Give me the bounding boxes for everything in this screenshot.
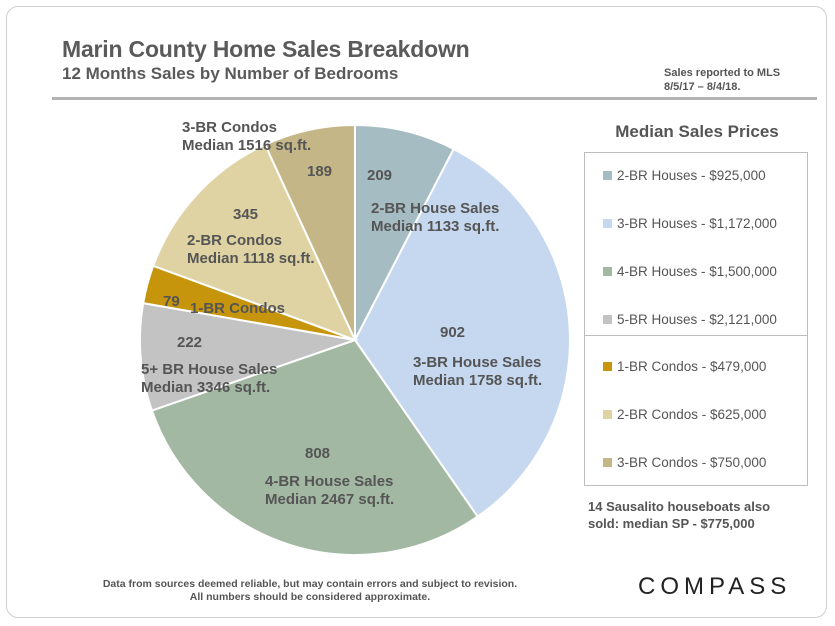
legend-item-5br-houses: 5-BR Houses - $2,121,000	[603, 312, 777, 327]
slice-name-label-5: 2-BR Condos	[187, 232, 282, 249]
pie-slice-2	[150, 338, 480, 556]
chart-subtitle: 12 Months Sales by Number of Bedrooms	[62, 64, 399, 83]
legend-swatch	[603, 267, 612, 276]
legend-label: 2-BR Houses - $925,000	[617, 168, 766, 183]
legend-item-2br-houses: 2-BR Houses - $925,000	[603, 168, 766, 183]
header-divider	[52, 97, 817, 100]
houseboat-note-line2: sold: median SP - $775,000	[588, 516, 755, 531]
legend: 2-BR Houses - $925,000 3-BR Houses - $1,…	[584, 152, 808, 486]
slice-name-label-6: 3-BR Condos	[182, 119, 277, 136]
legend-swatch	[603, 362, 612, 371]
houseboat-note: 14 Sausalito houseboats also sold: media…	[588, 498, 786, 532]
houseboat-note-line1: 14 Sausalito houseboats also	[588, 499, 771, 514]
pie-slice-5	[151, 143, 357, 342]
slice-name-label-2: 4-BR House Sales	[265, 473, 393, 490]
slice-value-label-4: 79	[163, 293, 180, 310]
slice-value-label-6: 189	[307, 163, 332, 180]
legend-item-1br-condos: 1-BR Condos - $479,000	[603, 359, 766, 374]
disclaimer-line1: Data from sources deemed reliable, but m…	[102, 578, 518, 590]
slice-name-label-3: Median 3346 sq.ft.	[141, 379, 270, 396]
legend-item-3br-condos: 3-BR Condos - $750,000	[603, 455, 766, 470]
legend-label: 3-BR Condos - $750,000	[617, 455, 767, 470]
legend-divider	[585, 335, 807, 336]
slice-name-label-0: 2-BR House Sales	[371, 200, 499, 217]
slice-name-label-5: Median 1118 sq.ft.	[187, 250, 315, 267]
chart-title: Marin County Home Sales Breakdown	[62, 36, 470, 62]
slice-name-label-0: Median 1133 sq.ft.	[371, 218, 499, 235]
legend-swatch	[603, 315, 612, 324]
pie-slice-3	[139, 301, 359, 412]
slice-name-label-4: 1-BR Condos	[190, 300, 285, 317]
slice-value-label-5: 345	[233, 206, 258, 223]
compass-logo: COMPASS	[638, 573, 792, 600]
slice-name-label-6: Median 1516 sq.ft.	[182, 137, 311, 154]
disclaimer: Data from sources deemed reliable, but m…	[60, 578, 560, 604]
slice-name-label-1: Median 1758 sq.ft.	[413, 372, 542, 389]
slice-value-label-3: 222	[177, 334, 202, 351]
legend-label: 1-BR Condos - $479,000	[617, 359, 767, 374]
slice-value-label-1: 902	[440, 324, 465, 341]
source-note: Sales reported to MLS 8/5/17 – 8/4/18.	[664, 66, 814, 94]
slice-value-label-0: 209	[367, 167, 392, 184]
legend-swatch	[603, 219, 612, 228]
pie-slice-0	[354, 123, 456, 341]
legend-swatch	[603, 410, 612, 419]
source-note-line2: 8/5/17 – 8/4/18.	[664, 81, 741, 93]
legend-item-2br-condos: 2-BR Condos - $625,000	[603, 407, 766, 422]
legend-item-3br-houses: 3-BR Houses - $1,172,000	[603, 216, 777, 231]
slice-name-label-3: 5+ BR House Sales	[141, 361, 277, 378]
legend-title: Median Sales Prices	[615, 122, 779, 141]
slice-value-label-2: 808	[305, 445, 330, 462]
legend-label: 3-BR Houses - $1,172,000	[617, 216, 777, 231]
pie-slice-6	[263, 123, 356, 341]
pie-slice-1	[353, 147, 571, 519]
source-note-line1: Sales reported to MLS	[664, 67, 781, 79]
disclaimer-line2: All numbers should be considered approxi…	[189, 591, 431, 603]
legend-swatch	[603, 458, 612, 467]
slice-name-label-2: Median 2467 sq.ft.	[265, 491, 394, 508]
slice-name-label-1: 3-BR House Sales	[413, 354, 541, 371]
legend-item-4br-houses: 4-BR Houses - $1,500,000	[603, 264, 777, 279]
legend-label: 5-BR Houses - $2,121,000	[617, 312, 777, 327]
legend-label: 2-BR Condos - $625,000	[617, 407, 767, 422]
legend-swatch	[603, 171, 612, 180]
legend-label: 4-BR Houses - $1,500,000	[617, 264, 777, 279]
